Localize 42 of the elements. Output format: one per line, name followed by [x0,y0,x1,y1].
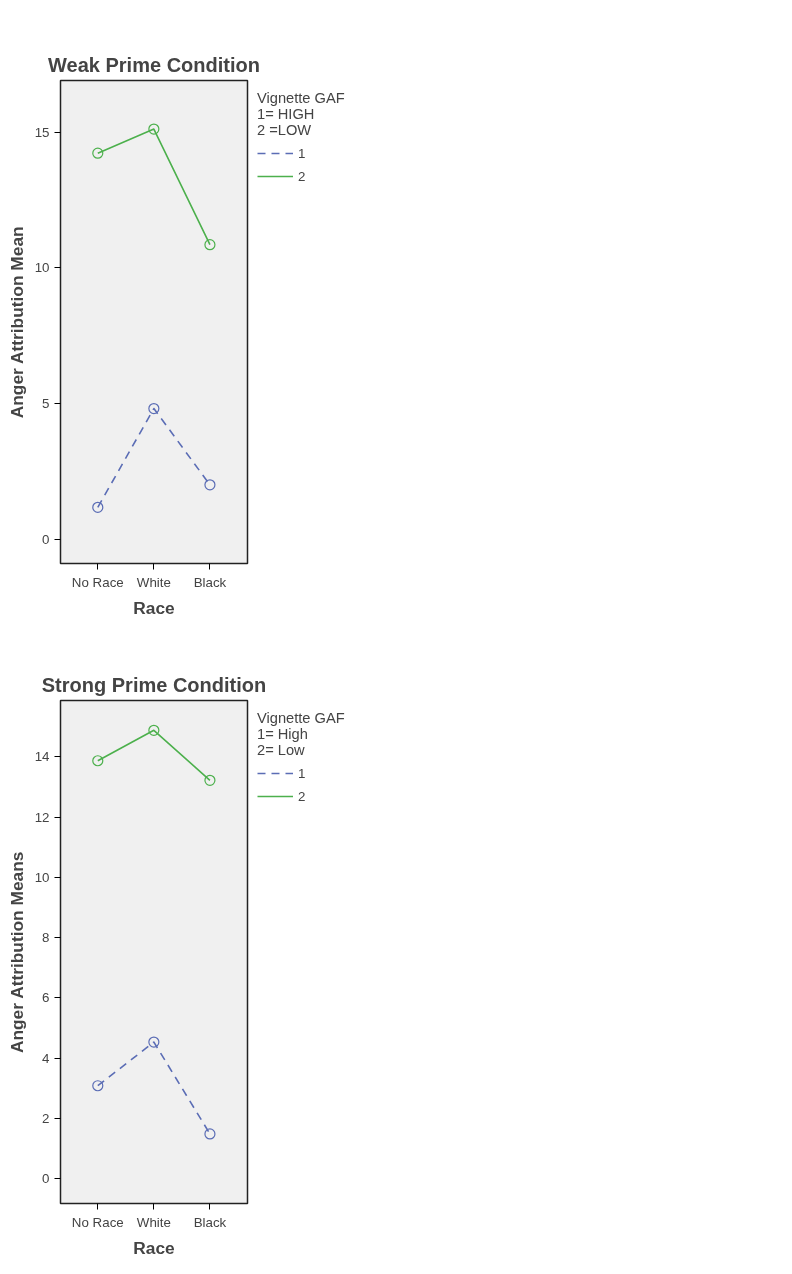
y-tick-label: 5 [42,395,50,411]
point [148,1036,160,1048]
x-axis-title: Race [133,1237,176,1258]
legend-title: Vignette GAF 1= HIGH 2 =LOW [257,90,345,138]
legend-label: 1 [298,145,307,161]
y-tick-label: 12 [34,809,50,825]
legend-title: Vignette GAF 1= High 2= Low [257,710,345,758]
x-tick-label: No Race [71,574,124,590]
point [204,239,216,251]
x-tick-label: No Race [71,1214,124,1230]
chart-title: Strong Prime Condition [41,673,267,696]
point [92,755,104,767]
legend-label: 1 [298,765,307,781]
legend-label: 2 [298,788,307,804]
y-tick-label: 0 [42,1171,50,1186]
y-tick-label: 15 [34,124,50,140]
point [92,501,104,513]
point [92,1080,104,1092]
point [204,479,216,491]
point [148,402,160,415]
y-axis-title: Anger Attribution Mean [6,226,27,419]
y-tick-label: 8 [42,930,50,946]
legend-label: 2 [298,168,307,184]
point [148,123,160,135]
x-axis-title: Race [133,597,176,618]
y-axis-title: Anger Attribution Means [6,851,27,1054]
point [92,147,104,159]
y-tick-label: 10 [34,869,50,885]
point [204,1128,216,1140]
chart-title: Weak Prime Condition [48,53,260,76]
y-tick-label: 0 [42,531,50,547]
y-tick-label: 4 [42,1050,51,1066]
point [148,724,160,736]
x-tick-label: White [136,574,171,590]
y-tick-label: 6 [42,990,50,1006]
x-tick-label: White [136,1214,171,1230]
y-tick-label: 10 [34,260,50,276]
x-tick-label: Black [193,1214,227,1230]
point [204,774,216,786]
x-tick-label: Black [193,574,227,590]
y-tick-label: 2 [42,1110,50,1126]
y-tick-label: 14 [34,749,51,765]
